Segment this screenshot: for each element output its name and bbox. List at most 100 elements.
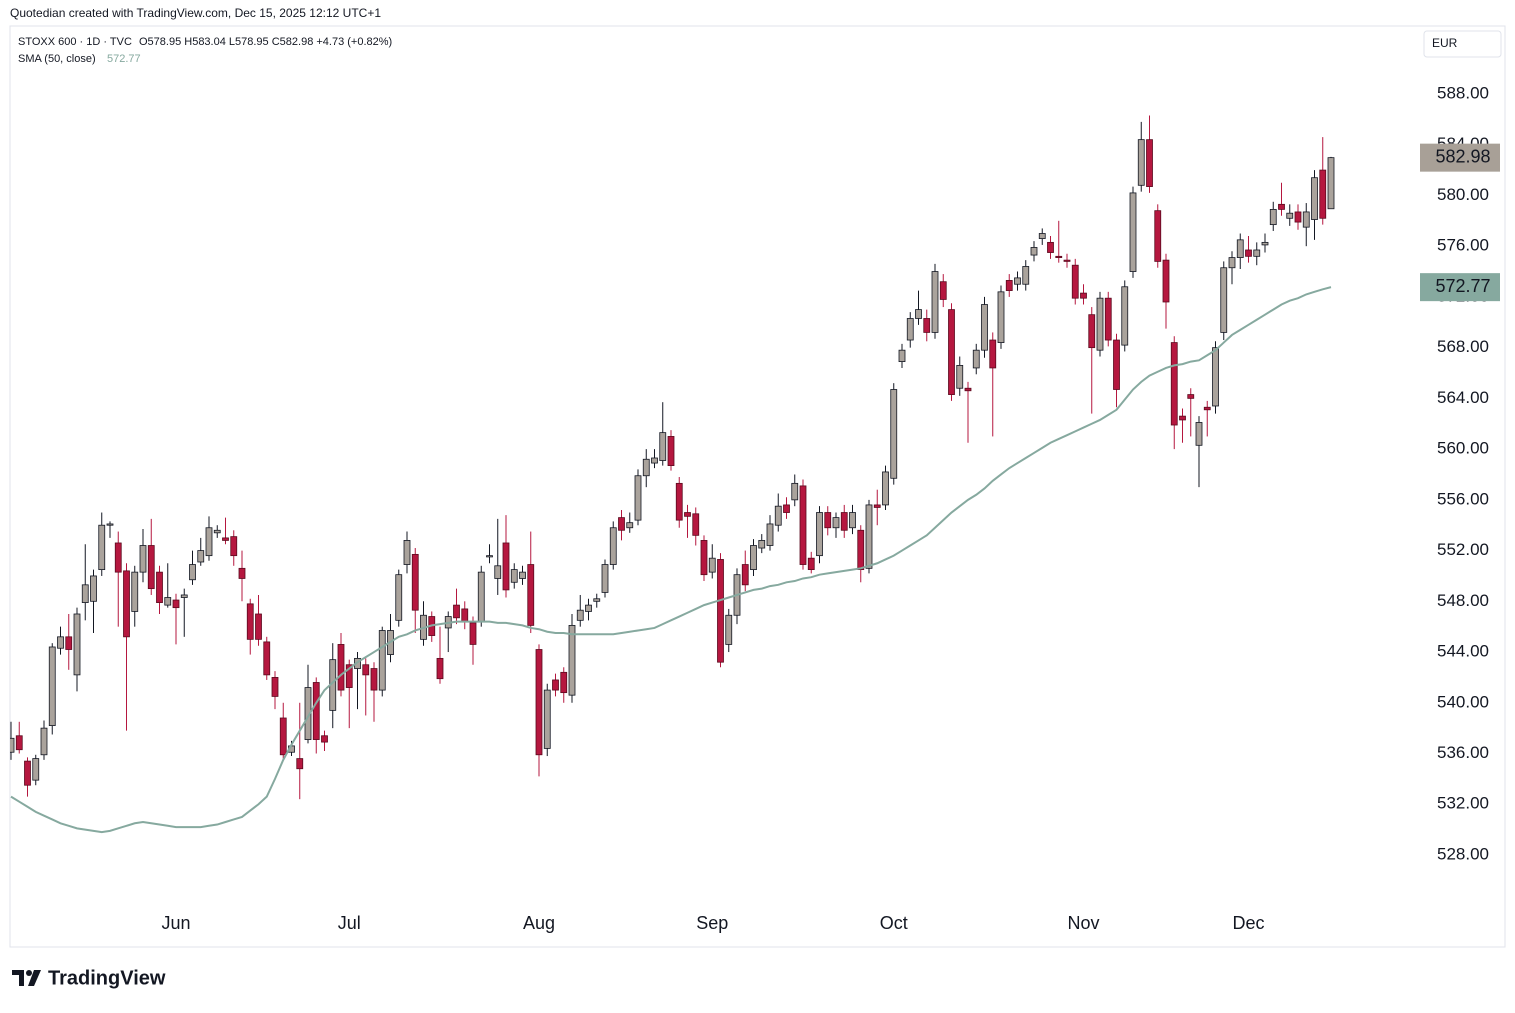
candle-body xyxy=(453,604,460,619)
candle-body xyxy=(1179,415,1186,421)
candle-body xyxy=(90,575,97,602)
candle-body xyxy=(24,760,31,786)
candle-body xyxy=(766,523,774,546)
candle-body xyxy=(568,625,576,696)
candle-body xyxy=(1063,259,1071,262)
currency-box[interactable] xyxy=(1423,30,1502,58)
candle-body xyxy=(659,432,667,461)
candle-body xyxy=(1071,264,1079,299)
candle-body xyxy=(1245,249,1252,257)
candle-body xyxy=(345,664,353,688)
candle-body xyxy=(989,339,997,369)
candle-body xyxy=(923,318,931,333)
candle-body xyxy=(1113,339,1120,390)
candle-body xyxy=(296,758,304,770)
candle-body xyxy=(651,457,658,464)
candle-body xyxy=(1104,297,1112,341)
candle-body xyxy=(222,537,229,541)
candle-body xyxy=(378,630,386,691)
plot-area xyxy=(10,115,1335,834)
candle-body xyxy=(1162,259,1170,303)
candle-body xyxy=(807,557,815,571)
candle-body xyxy=(1047,241,1054,253)
candle-body xyxy=(601,564,609,593)
candle-body xyxy=(1038,233,1046,239)
chart-title: STOXX 600 · 1D · TVC xyxy=(18,36,132,48)
candle-body xyxy=(1286,212,1294,219)
candle-body xyxy=(1212,347,1219,407)
candle-body xyxy=(180,594,188,598)
candle-body xyxy=(543,689,551,749)
candle-body xyxy=(362,664,370,676)
candle-body xyxy=(255,613,262,640)
sma-line xyxy=(10,286,1332,834)
y-tick-label: 528.00 xyxy=(1437,844,1489,863)
candle-body xyxy=(560,671,568,694)
candle-body xyxy=(1203,406,1211,411)
candle-body xyxy=(527,564,535,626)
logo[interactable]: TradingView xyxy=(12,967,166,989)
candle-body xyxy=(1170,342,1178,426)
y-tick-label: 564.00 xyxy=(1437,388,1489,407)
candle-body xyxy=(73,613,81,676)
candle-body xyxy=(411,553,419,611)
candle-body xyxy=(840,512,848,531)
candle-body xyxy=(147,545,155,590)
candle-body xyxy=(857,529,865,571)
candle-body xyxy=(816,512,823,557)
candle-body xyxy=(123,570,130,638)
y-tick-label: 540.00 xyxy=(1437,692,1489,711)
candle-body xyxy=(774,505,782,526)
candle-body xyxy=(708,557,716,573)
candle-body xyxy=(1137,139,1145,186)
candle-body xyxy=(321,735,328,743)
candle-body xyxy=(972,349,980,369)
y-tick-label: 532.00 xyxy=(1437,794,1489,813)
candle-body xyxy=(106,523,114,526)
candle-body xyxy=(824,512,832,529)
candle-body xyxy=(799,485,807,565)
candle-body xyxy=(197,550,205,563)
last-price-tag-bg xyxy=(1420,143,1500,172)
candle-body xyxy=(585,604,592,612)
candle-body xyxy=(1030,247,1038,256)
candle-body xyxy=(964,387,972,392)
candle-body xyxy=(10,737,15,753)
candle-body xyxy=(238,567,246,579)
candle-body xyxy=(898,349,906,362)
candle-body xyxy=(1146,139,1153,187)
y-tick-label: 544.00 xyxy=(1437,642,1489,661)
candle-body xyxy=(1327,157,1335,210)
candle-body xyxy=(593,598,601,602)
candle-body xyxy=(1220,267,1228,333)
candle-body xyxy=(98,524,106,571)
x-tick-label: Sep xyxy=(696,913,728,933)
candle-body xyxy=(189,564,196,581)
y-tick-label: 556.00 xyxy=(1437,489,1489,508)
candle-body xyxy=(1195,422,1203,446)
x-tick-label: Dec xyxy=(1232,913,1264,933)
sma-legend: SMA (50, close) xyxy=(18,53,96,65)
candle-body xyxy=(791,482,799,501)
logo-mark-2 xyxy=(28,970,41,986)
candle-body xyxy=(81,584,89,603)
x-tick-label: Aug xyxy=(523,913,555,933)
candle-body xyxy=(246,603,254,640)
candle-body xyxy=(750,545,757,571)
candle-body xyxy=(849,512,856,529)
candle-body xyxy=(172,599,180,609)
x-tick-label: Oct xyxy=(880,913,908,933)
candle-body xyxy=(519,571,526,579)
candle-body xyxy=(205,527,213,557)
candle-body xyxy=(741,564,749,586)
candle-body xyxy=(131,571,139,612)
ohlc-label: O578.95 H583.04 L578.95 C582.98 +4.73 (+… xyxy=(139,36,392,48)
currency[interactable]: EUR xyxy=(1432,36,1458,50)
candle-body xyxy=(1005,280,1013,291)
candle-body xyxy=(997,291,1005,343)
candle-body xyxy=(1121,286,1129,346)
candle-body xyxy=(618,517,625,531)
candle-body xyxy=(725,614,733,645)
